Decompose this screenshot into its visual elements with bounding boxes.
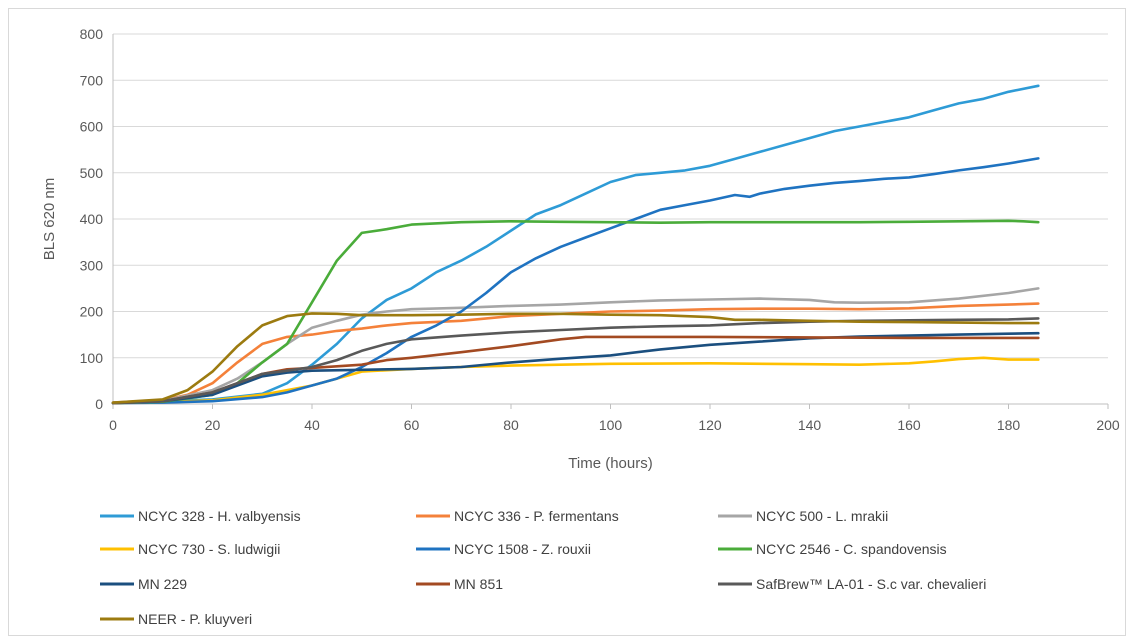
y-tick-label: 500 (80, 165, 104, 181)
gridlines (113, 33, 1108, 359)
y-tick-label: 0 (95, 396, 103, 412)
legend-entry: NCYC 2546 - C. spandovensis (718, 541, 947, 557)
legend-entry: MN 229 (100, 576, 187, 592)
x-tick-label: 120 (698, 417, 722, 433)
y-axis-label: BLS 620 nm (41, 178, 58, 261)
series-lines (111, 84, 1040, 405)
series-line-5 (111, 157, 1040, 405)
legend-label: MN 229 (138, 576, 187, 592)
x-tick-label: 80 (503, 417, 519, 433)
legend-label: NEER - P. kluyveri (138, 611, 252, 627)
y-tick-label: 800 (80, 26, 104, 42)
legend-entry: NEER - P. kluyveri (100, 611, 252, 627)
legend: NCYC 328 - H. valbyensis NCYC 336 - P. fe… (100, 508, 986, 627)
x-tick-label: 60 (404, 417, 420, 433)
legend-label: NCYC 730 - S. ludwigii (138, 541, 280, 557)
x-tick-label: 140 (798, 417, 822, 433)
x-tick-label: 20 (205, 417, 221, 433)
y-tick-label: 200 (80, 304, 104, 320)
series-line-2 (111, 302, 1040, 404)
series-line-7 (111, 331, 1040, 405)
series-line-9 (111, 317, 1040, 405)
x-tick-label: 0 (109, 417, 117, 433)
legend-entry: NCYC 1508 - Z. rouxii (416, 541, 591, 557)
legend-entry: NCYC 328 - H. valbyensis (100, 508, 301, 524)
series-line-6 (111, 219, 1040, 405)
series-line-4 (111, 356, 1040, 405)
y-tick-label: 700 (80, 72, 104, 88)
legend-entry: MN 851 (416, 576, 503, 592)
y-tick-label: 100 (80, 350, 104, 366)
legend-label: NCYC 1508 - Z. rouxii (454, 541, 591, 557)
legend-entry: NCYC 500 - L. mrakii (718, 508, 888, 524)
legend-entry: NCYC 730 - S. ludwigii (100, 541, 280, 557)
x-tick-label: 160 (897, 417, 921, 433)
y-tick-label: 300 (80, 257, 104, 273)
legend-label: NCYC 2546 - C. spandovensis (756, 541, 947, 557)
x-tick-label: 40 (304, 417, 320, 433)
x-tick-label: 100 (599, 417, 623, 433)
legend-label: SafBrew™ LA-01 - S.c var. chevalieri (756, 576, 986, 592)
x-tick-label: 200 (1096, 417, 1120, 433)
legend-entry: NCYC 336 - P. fermentans (416, 508, 619, 524)
legend-label: MN 851 (454, 576, 503, 592)
y-tick-label: 600 (80, 119, 104, 135)
series-line-1 (111, 84, 1040, 404)
x-tick-label: 180 (997, 417, 1021, 433)
series-line-10 (111, 312, 1040, 404)
x-axis-label: Time (hours) (568, 455, 652, 472)
axes: 0 100 200 300 400 500 600 700 800 0 20 40 60 80 100 120… (80, 26, 1120, 433)
legend-label: NCYC 328 - H. valbyensis (138, 508, 301, 524)
legend-entry: SafBrew™ LA-01 - S.c var. chevalieri (718, 576, 986, 592)
legend-label: NCYC 500 - L. mrakii (756, 508, 888, 524)
series-line-3 (111, 287, 1040, 404)
legend-label: NCYC 336 - P. fermentans (454, 508, 619, 524)
y-tick-label: 400 (80, 211, 104, 227)
